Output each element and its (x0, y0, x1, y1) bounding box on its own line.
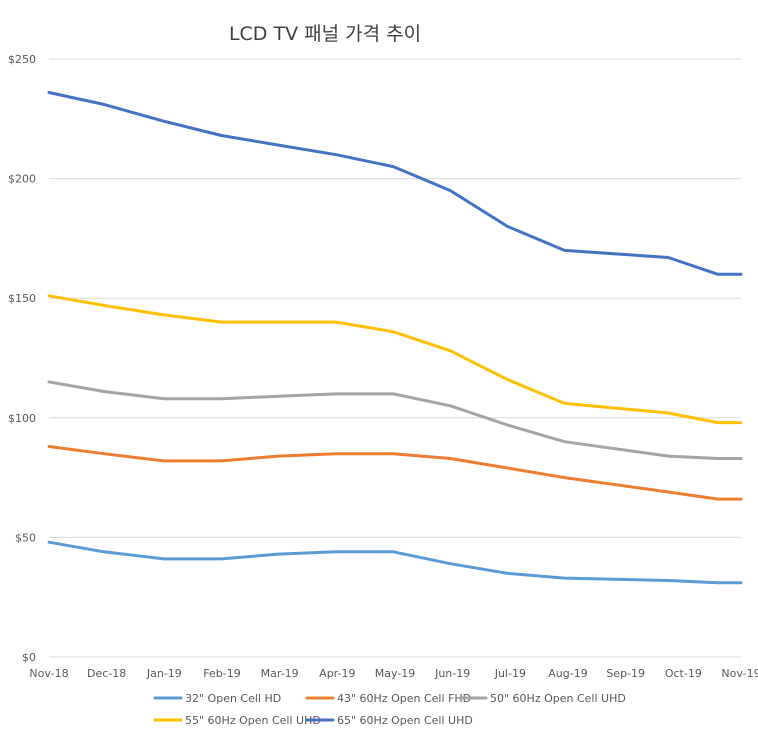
y-tick-label: $100 (8, 412, 36, 425)
y-tick-label: $250 (8, 53, 36, 66)
legend-label: 55" 60Hz Open Cell UHD (185, 714, 321, 727)
y-axis-ticks: $0 $50 $100 $150 $200 $250 (8, 53, 36, 664)
x-tick-label: Feb-19 (203, 667, 240, 680)
x-tick-label: Nov-18 (29, 667, 68, 680)
x-tick-label: Jun-19 (434, 667, 470, 680)
x-tick-label: Apr-19 (319, 667, 355, 680)
x-tick-label: Aug-19 (548, 667, 587, 680)
x-axis-ticks: Nov-18 Dec-18 Jan-19 Feb-19 Mar-19 Apr-19 May-… (29, 667, 758, 680)
y-tick-label: $50 (15, 531, 36, 544)
grid-lines (49, 58, 741, 658)
x-tick-label: Nov-19 (721, 667, 758, 680)
y-tick-label: $200 (8, 173, 36, 186)
series-lines (47, 91, 743, 585)
series-line-1 (47, 540, 743, 585)
x-tick-label: Mar-19 (261, 667, 299, 680)
y-tick-label: $0 (22, 651, 36, 664)
x-tick-label: Oct-19 (665, 667, 702, 680)
legend-label: 32" Open Cell HD (185, 692, 281, 705)
chart-title: LCD TV 패널 가격 추이 (229, 23, 421, 45)
series-line-4 (47, 294, 743, 425)
x-tick-label: Jan-19 (146, 667, 182, 680)
series-line-3 (47, 380, 743, 460)
series-line-5 (47, 91, 743, 276)
x-tick-label: May-19 (375, 667, 416, 680)
x-tick-label: Sep-19 (606, 667, 645, 680)
x-tick-label: Jul-19 (494, 667, 526, 680)
x-tick-label: Dec-18 (87, 667, 126, 680)
y-tick-label: $150 (8, 292, 36, 305)
series-line-2 (47, 445, 743, 501)
legend-label: 43" 60Hz Open Cell FHD (337, 692, 471, 705)
legend-label: 50" 60Hz Open Cell UHD (490, 692, 626, 705)
legend-label: 65" 60Hz Open Cell UHD (337, 714, 473, 727)
legend: 32" Open Cell HD 43" 60Hz Open Cell FHD 50… (153, 692, 626, 727)
